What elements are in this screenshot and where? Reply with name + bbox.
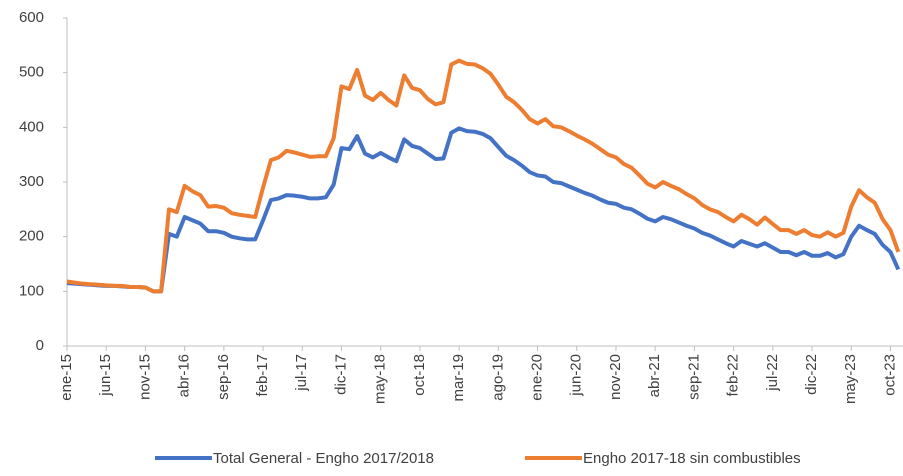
- x-tick-label: dic-17: [332, 354, 349, 395]
- x-tick-label: jul-17: [293, 354, 310, 392]
- x-tick-label: nov-15: [136, 354, 153, 400]
- x-tick-label: may-23: [842, 354, 859, 404]
- x-tick-label: ene-15: [58, 354, 75, 401]
- y-tick-label: 300: [19, 173, 44, 190]
- y-tick-label: 400: [19, 118, 44, 135]
- y-tick-label: 100: [19, 282, 44, 299]
- x-tick-label: mar-19: [450, 354, 467, 402]
- x-tick-label: nov-20: [607, 354, 624, 400]
- y-tick-label: 600: [19, 9, 44, 26]
- series-line: [66, 126, 901, 294]
- x-tick-label: oct-18: [411, 354, 428, 396]
- x-tick-label: ago-19: [489, 354, 506, 401]
- legend-label: Total General - Engho 2017/2018: [213, 450, 434, 467]
- x-tick-label: sep-21: [685, 354, 702, 400]
- legend-label: Engho 2017-18 sin combustibles: [583, 450, 801, 467]
- series-line: [66, 58, 901, 294]
- x-tick-label: jun-15: [97, 354, 114, 397]
- x-tick-label: feb-22: [725, 354, 742, 397]
- y-tick-label: 200: [19, 228, 44, 245]
- x-tick-label: abr-21: [646, 354, 663, 397]
- x-tick-label: may-18: [372, 354, 389, 404]
- x-tick-label: jul-22: [764, 354, 781, 392]
- x-tick-label: abr-16: [176, 354, 193, 397]
- y-tick-label: 0: [36, 337, 44, 354]
- x-tick-label: sep-16: [215, 354, 232, 400]
- x-tick-label: feb-17: [254, 354, 271, 397]
- y-tick-label: 500: [19, 64, 44, 81]
- x-tick-label: oct-23: [881, 354, 898, 396]
- x-tick-label: dic-22: [803, 354, 820, 395]
- x-tick-label: ene-20: [529, 354, 546, 401]
- x-tick-label: jun-20: [568, 354, 585, 397]
